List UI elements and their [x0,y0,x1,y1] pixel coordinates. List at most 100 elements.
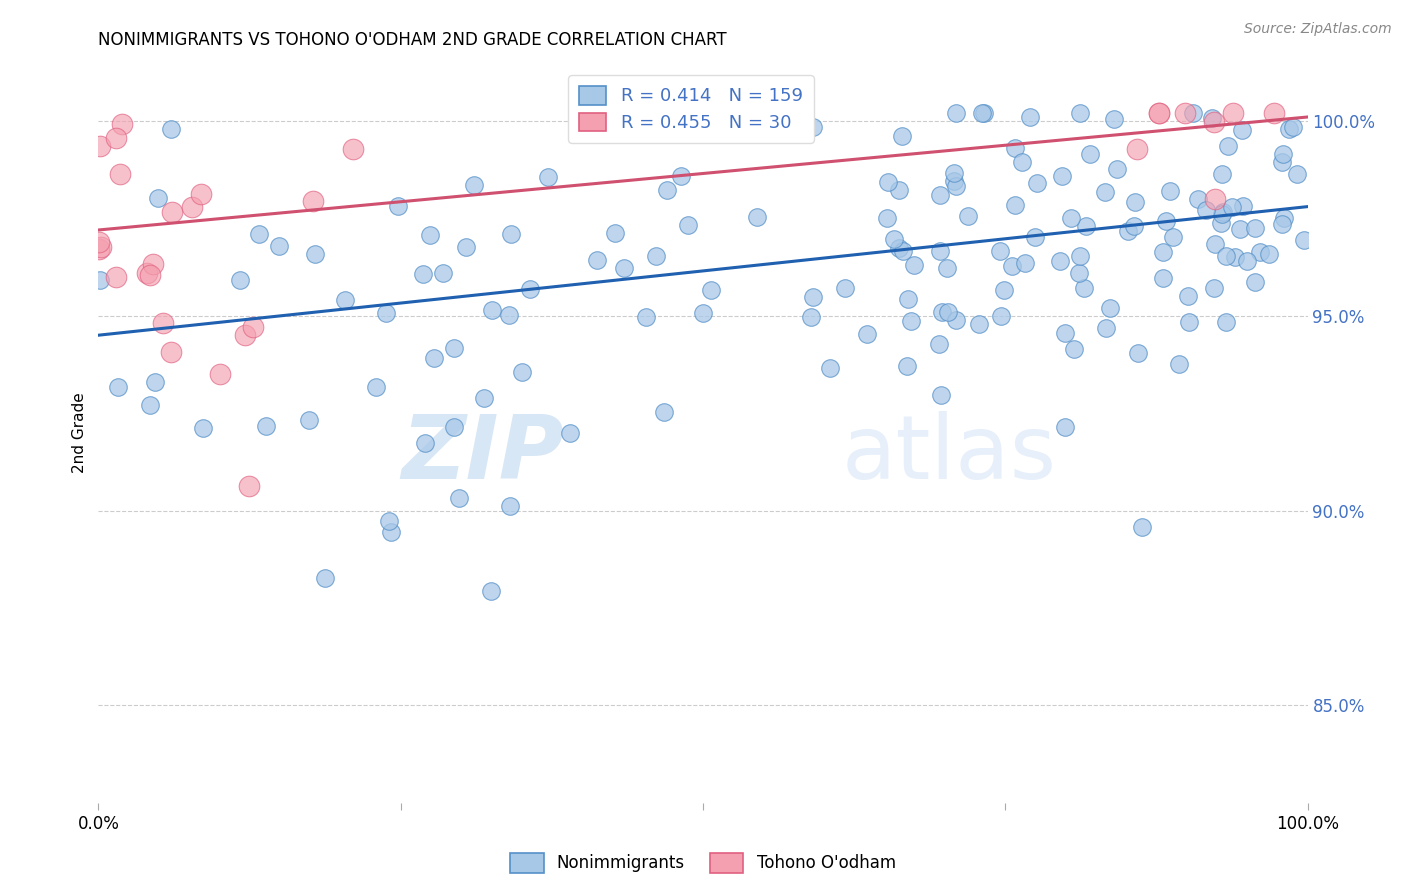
Point [1215,315,1237,329]
Point [1204,236,1226,251]
Point [669,169,692,183]
Point [304,247,326,261]
Point [1177,289,1199,303]
Point [1024,229,1046,244]
Point [481,303,503,318]
Point [896,359,918,373]
Point [929,187,952,202]
Point [928,244,950,259]
Point [945,106,967,120]
Point [990,310,1012,324]
Point [945,312,967,326]
Point [191,421,214,435]
Point [235,328,257,343]
Point [139,398,162,412]
Point [1244,275,1267,289]
Point [1095,320,1118,334]
Point [254,418,277,433]
Legend: Nonimmigrants, Tohono O'odham: Nonimmigrants, Tohono O'odham [503,847,903,880]
Point [104,130,127,145]
Point [90,240,112,254]
Point [208,367,231,381]
Point [1212,205,1234,219]
Point [1011,154,1033,169]
Point [1249,244,1271,259]
Point [801,290,824,304]
Point [160,204,183,219]
Point [1130,519,1153,533]
Point [1230,122,1253,136]
Point [472,391,495,405]
Point [943,174,966,188]
Point [1223,251,1246,265]
Text: ZIP: ZIP [401,411,564,499]
Point [107,380,129,394]
Point [928,336,950,351]
Point [432,266,454,280]
Point [1004,141,1026,155]
Point [1174,106,1197,120]
Point [876,211,898,225]
Point [1014,256,1036,270]
Point [499,499,522,513]
Point [87,235,110,249]
Point [108,167,131,181]
Point [1049,253,1071,268]
Point [269,238,291,252]
Point [1195,203,1218,218]
Point [1000,259,1022,273]
Point [935,260,957,275]
Point [342,142,364,156]
Point [1272,211,1295,225]
Point [498,309,520,323]
Point [89,273,111,287]
Point [148,191,170,205]
Point [1211,167,1233,181]
Point [111,117,134,131]
Point [1026,176,1049,190]
Point [1116,224,1139,238]
Point [375,305,398,319]
Point [1069,249,1091,263]
Point [801,120,824,134]
Point [1149,106,1171,120]
Point [1220,200,1243,214]
Point [1094,186,1116,200]
Point [1201,111,1223,125]
Point [413,436,436,450]
Point [1168,357,1191,371]
Point [537,169,560,184]
Point [1215,250,1237,264]
Point [1069,266,1091,280]
Point [1152,245,1174,260]
Point [1271,147,1294,161]
Point [890,128,912,143]
Point [943,165,966,179]
Point [1271,154,1294,169]
Point [889,183,911,197]
Point [422,351,444,366]
Point [443,420,465,434]
Point [655,183,678,197]
Point [152,316,174,330]
Point [419,227,441,242]
Point [1152,271,1174,285]
Point [1271,217,1294,231]
Point [887,241,910,255]
Point [931,304,953,318]
Point [449,491,471,505]
Point [1063,342,1085,356]
Point [700,283,723,297]
Point [1258,246,1281,260]
Point [380,524,402,539]
Point [692,306,714,320]
Point [181,200,204,214]
Point [412,267,434,281]
Point [800,310,823,324]
Point [973,106,995,120]
Point [1232,199,1254,213]
Point [1004,198,1026,212]
Point [718,121,741,136]
Point [302,194,325,208]
Point [143,375,166,389]
